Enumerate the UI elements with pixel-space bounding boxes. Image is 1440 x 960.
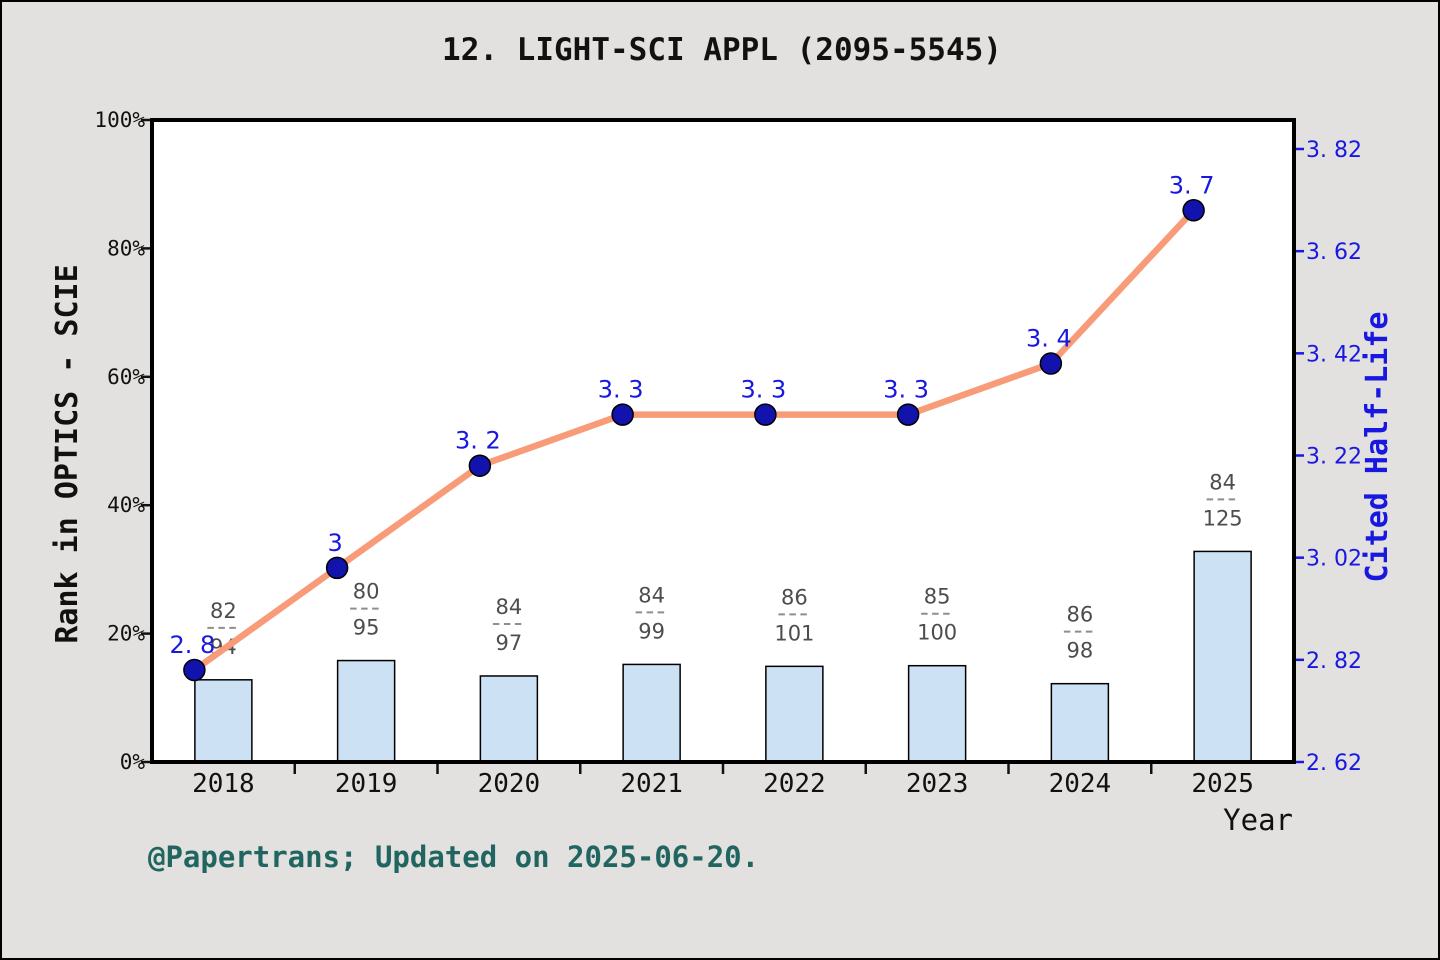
plot-area (152, 120, 1294, 762)
fraction-label-2020: 84 97 (492, 595, 525, 655)
bar-2024 (1050, 682, 1110, 763)
right-tick-label: 3. 42 (1306, 342, 1362, 367)
right-axis-ticks: 2. 62 2. 82 3. 02 3. 22 3. 42 3. 62 3. 82 (1296, 138, 1362, 776)
bar-2020 (479, 675, 539, 763)
marker-2020 (468, 454, 492, 477)
plot-frame (150, 118, 1296, 764)
fraction-label-2021: 84 99 (635, 583, 668, 643)
marker-2023 (896, 403, 920, 426)
fraction-numerator: 84 (496, 595, 523, 619)
x-tick-label-2019: 2019 (335, 769, 398, 799)
bar-2019 (336, 659, 396, 763)
right-tick-label: 3. 62 (1306, 240, 1362, 265)
fraction-numerator: 86 (781, 585, 808, 609)
point-label-2025: 3. 7 (1169, 171, 1215, 199)
point-label-2023: 3. 3 (883, 376, 929, 404)
bar-2022 (765, 665, 824, 763)
left-tick-label: 20% (107, 622, 145, 646)
marker-2024 (1039, 352, 1063, 375)
fraction-label-2024: 86 98 (1063, 603, 1096, 663)
point-label-2020: 3. 2 (455, 427, 501, 455)
marker-2025 (1182, 199, 1205, 222)
point-label-2024: 3. 4 (1026, 325, 1072, 353)
line-markers: 2. 8 3 3. 2 3. 3 3. 3 3. 3 3. 4 3. 7 (169, 171, 1215, 682)
left-tick-label: 60% (107, 365, 145, 389)
fraction-denominator: 125 (1203, 506, 1243, 530)
fraction-label-2019: 80 95 (350, 580, 383, 640)
fraction-denominator: 101 (774, 621, 814, 645)
left-axis-ticks: 0% 20% 40% 60% 80% 100% (94, 108, 150, 774)
fraction-label-2022: 86 101 (774, 585, 814, 645)
fraction-denominator: 100 (917, 621, 957, 645)
left-tick-label: 0% (120, 750, 146, 774)
right-tick-label: 3. 02 (1306, 547, 1362, 572)
bar-2025 (1193, 550, 1252, 763)
bar-2023 (907, 664, 967, 763)
x-tick-label-2024: 2024 (1049, 769, 1112, 799)
fraction-denominator: 95 (353, 616, 380, 640)
right-tick-label: 2. 62 (1306, 751, 1362, 776)
x-tick-label-2020: 2020 (478, 769, 541, 799)
chart-title: 12. LIGHT-SCI APPL (2095-5545) (442, 32, 1002, 68)
fraction-numerator: 80 (353, 580, 380, 604)
footer-credit: @Papertrans; Updated on 2025-06-20. (148, 840, 760, 874)
fraction-label-2023: 85 100 (917, 585, 957, 645)
left-tick-label: 100% (94, 108, 145, 132)
x-tick-label-2018: 2018 (192, 769, 255, 799)
cited-half-life-line (191, 207, 1197, 674)
fraction-numerator: 84 (638, 583, 665, 607)
point-label-2019: 3 (327, 529, 342, 557)
x-tick-label-2025: 2025 (1191, 769, 1254, 799)
fraction-denominator: 98 (1067, 639, 1094, 663)
fraction-numerator: 84 (1209, 470, 1236, 494)
bar-2018 (194, 679, 253, 763)
left-tick-label: 40% (107, 493, 145, 517)
fraction-numerator: 82 (210, 599, 237, 623)
point-label-2022: 3. 3 (740, 376, 786, 404)
x-tick-label-2021: 2021 (620, 769, 683, 799)
bar-2021 (622, 663, 681, 763)
fraction-denominator: 99 (638, 619, 665, 643)
x-axis-label: Year (1223, 803, 1293, 837)
fraction-label-2025: 84 125 (1203, 470, 1243, 530)
marker-2021 (611, 403, 634, 426)
point-label-2021: 3. 3 (598, 376, 644, 404)
right-tick-label: 2. 82 (1306, 649, 1362, 674)
left-tick-label: 80% (107, 236, 145, 260)
x-tick-label-2023: 2023 (906, 769, 969, 799)
right-tick-label: 3. 82 (1306, 138, 1362, 163)
marker-2022 (754, 403, 777, 426)
fraction-numerator: 86 (1067, 603, 1094, 627)
x-axis-ticks: 2018 2019 2020 2021 2022 2023 2024 2025 (192, 764, 1254, 799)
marker-2018 (183, 658, 206, 682)
x-tick-label-2022: 2022 (763, 769, 826, 799)
point-label-2018: 2. 8 (169, 631, 215, 659)
fraction-denominator: 97 (496, 631, 523, 655)
fraction-numerator: 85 (924, 585, 951, 609)
marker-2019 (325, 556, 349, 580)
right-tick-label: 3. 22 (1306, 445, 1362, 470)
